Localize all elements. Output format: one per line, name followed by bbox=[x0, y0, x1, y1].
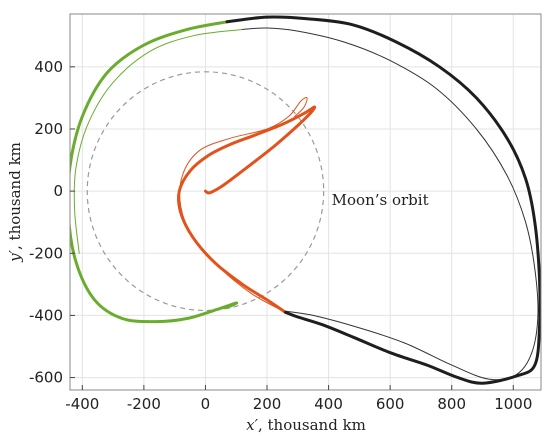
x-axis-label-var: x′ bbox=[246, 416, 258, 434]
y-tick-label: 0 bbox=[53, 182, 63, 200]
trajectory-black-thick-5 bbox=[225, 15, 541, 385]
y-axis-label-var: y′ bbox=[6, 249, 24, 262]
x-tick-label: -200 bbox=[127, 395, 161, 413]
x-tick-label: 1000 bbox=[494, 395, 532, 413]
y-tick-label: 400 bbox=[34, 58, 63, 76]
plot-frame bbox=[69, 13, 542, 391]
plot-area bbox=[70, 15, 541, 385]
trajectory-black-thin-2 bbox=[241, 27, 539, 381]
trajectory-green-thin-1 bbox=[73, 29, 243, 254]
y-tick-label: -600 bbox=[29, 369, 63, 387]
trajectory-orange-thick-3 bbox=[176, 105, 317, 314]
x-tick-label: -400 bbox=[65, 395, 99, 413]
x-tick-label: 0 bbox=[201, 395, 211, 413]
x-tick-label: 200 bbox=[253, 395, 282, 413]
y-axis-label-unit: , thousand km bbox=[6, 142, 24, 250]
tick-labels: -400 -200 0 200 400 600 800 1000-600-400-200020… bbox=[29, 58, 532, 413]
plot-background bbox=[70, 14, 541, 390]
trajectory-green-thick-4 bbox=[70, 20, 239, 324]
moon-orbit bbox=[86, 71, 325, 312]
x-tick-label: 400 bbox=[314, 395, 343, 413]
y-tick-label: -400 bbox=[29, 306, 63, 324]
y-tick-label: 200 bbox=[34, 120, 63, 138]
x-tick-label: 600 bbox=[376, 395, 405, 413]
y-tick-label: -200 bbox=[29, 244, 63, 262]
x-axis-label: x′, thousand km bbox=[246, 416, 366, 434]
gridlines bbox=[70, 14, 541, 390]
annotations: Moon’s orbit bbox=[332, 191, 429, 209]
y-axis-label: y′, thousand km bbox=[6, 142, 24, 263]
x-tick-label: 800 bbox=[437, 395, 466, 413]
x-axis-label-unit: , thousand km bbox=[258, 416, 366, 434]
moon-orbit-annotation: Moon’s orbit bbox=[332, 191, 429, 209]
